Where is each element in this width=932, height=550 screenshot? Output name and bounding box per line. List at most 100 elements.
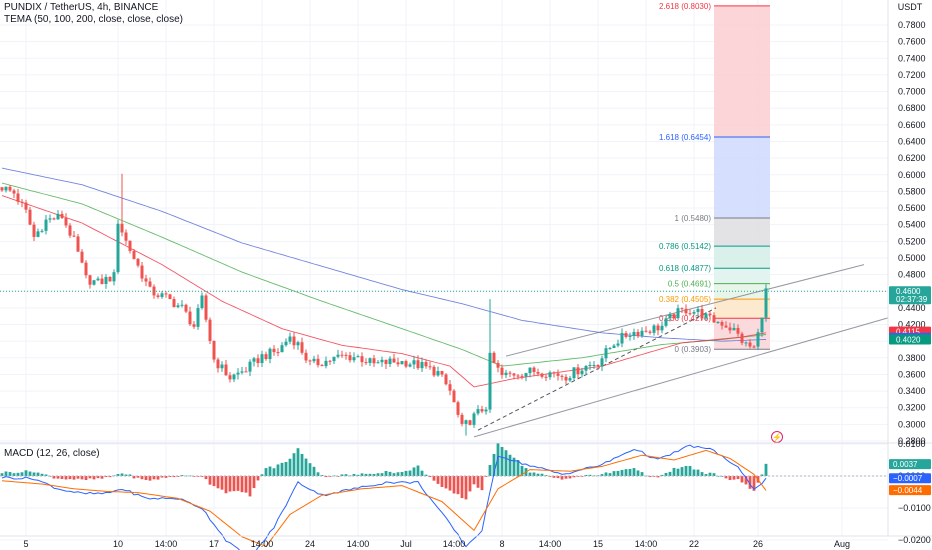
candle-body [412,360,416,365]
price-badge-text: 0.4115 [896,328,920,337]
candle-body [184,304,188,312]
candle-body [676,308,680,319]
candle-body [492,352,496,363]
histogram-bar [40,473,44,476]
candle-body [420,362,424,369]
candle-body [156,295,160,297]
candle-body [620,333,624,344]
histogram-bar [20,472,24,476]
fib-level-label: 1.618 (0.6454) [659,133,711,142]
histogram-bar [452,476,456,494]
histogram-bar [80,476,84,480]
histogram-bar [504,450,508,476]
candle-body [196,308,200,327]
candle-body [140,265,144,279]
lightning-icon: ⚡ [771,431,783,443]
candle-body [628,335,632,337]
price-tick-label: 0.3200 [898,403,926,413]
candle-body [328,360,332,362]
candle-body [204,295,208,320]
candle-body [88,275,92,285]
histogram-bar [496,443,500,476]
candle-body [724,325,728,328]
channel-lower-line [473,317,889,438]
histogram-bar [96,476,100,479]
lightning-glyph: ⚡ [772,432,782,442]
time-tick-label: 22 [689,539,699,549]
histogram-bar [288,458,292,476]
histogram-bar [584,474,588,476]
histogram-bar [600,474,604,476]
histogram-bar [456,476,460,495]
candle-body [580,370,584,375]
histogram-bar [700,472,704,476]
candle-body [48,218,52,220]
candle-body [640,330,644,336]
histogram-bar [260,474,264,476]
candle-body [144,278,148,282]
histogram-bar [236,476,240,491]
macd-histogram [0,443,768,500]
candle-body [712,315,716,323]
candle-body [224,364,228,376]
price-tick-label: 0.3400 [898,386,926,396]
fib-zone [714,218,770,247]
histogram-bar [132,476,136,479]
histogram-bar [8,472,12,476]
histogram-bar [388,471,392,476]
candle-body [632,331,636,336]
fib-level-label: 2.618 (0.8030) [659,2,711,11]
candle-body [624,333,628,337]
histogram-bar [104,476,108,478]
histogram-bar [480,476,484,491]
histogram-bar [356,474,360,476]
histogram-bar [312,466,316,476]
candle-body [752,346,756,348]
candle-body [28,209,32,225]
macd-legend[interactable]: MACD (12, 26, close) [4,448,100,459]
candle-body [472,413,476,425]
histogram-bar [732,476,736,480]
candle-body [644,330,648,332]
candle-body [480,409,484,412]
candle-body [448,384,452,391]
candle-body [296,342,300,346]
fib-level-label: 1 (0.5480) [675,214,712,223]
histogram-bar [232,476,236,492]
candle-body [264,354,268,360]
candle-body [20,201,24,203]
candle-body [376,362,380,364]
histogram-bar [740,476,744,483]
candle-body [280,345,284,353]
candle-body [428,366,432,368]
histogram-bar [212,476,216,487]
candle-body [616,343,620,346]
macd-badge [889,473,931,484]
time-tick-label: 8 [499,539,504,549]
tema-legend[interactable]: TEMA (50, 100, 200, close, close, close) [4,14,183,25]
price-tick-label: 0.5000 [898,253,926,263]
candle-body [360,356,364,363]
histogram-bar [304,458,308,476]
candle-body [600,358,604,366]
histogram-bar [360,473,364,476]
price-tick-label: 0.5200 [898,236,926,246]
histogram-bar [472,476,476,485]
symbol-legend[interactable]: PUNDIX / TetherUS, 4h, BINANCE [4,2,159,13]
candle-body [652,325,656,333]
candle-body [332,356,336,362]
histogram-bar [272,468,276,476]
candle-body [424,362,428,367]
candle-body [512,373,516,376]
time-tick-label: 5 [23,539,28,549]
candle-body [484,409,488,412]
histogram-bar [464,476,468,500]
histogram-bar [92,476,96,480]
histogram-bar [248,476,252,497]
candle-body [44,219,48,231]
histogram-bar [656,476,660,478]
histogram-bar [412,467,416,476]
candle-body [476,409,480,414]
histogram-bar [552,476,556,478]
